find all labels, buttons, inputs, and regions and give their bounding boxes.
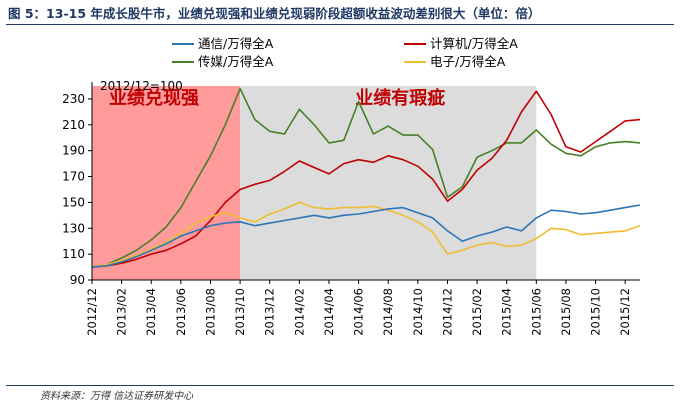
baseline-note: 2012/12=100 [100,79,183,93]
x-tick-label: 2015/08 [559,288,573,336]
y-tick-label: 150 [62,195,85,209]
x-tick-label: 2015/10 [589,288,603,336]
x-ticks: 2012/12 2013/02 2013/04 2013/06 2013/08 2013/… [85,280,632,336]
legend-label-media: 传媒/万得全A [198,54,274,69]
bottom-rule [6,385,674,386]
x-tick-label: 2014/10 [411,288,425,336]
x-tick-label: 2014/06 [352,288,366,336]
x-tick-label: 2012/12 [85,288,99,336]
x-tick-label: 2015/06 [529,288,543,336]
series-line-1 [91,90,641,268]
x-tick-label: 2013/08 [203,288,217,336]
band-1 [240,86,537,280]
legend-label-telecom: 通信/万得全A [198,36,274,51]
y-ticks: 90 110 130 150 170 190 210 230 [62,92,92,287]
y-tick-label: 130 [62,221,85,235]
x-tick-label: 2014/04 [322,288,336,336]
x-tick-label: 2015/02 [470,288,484,336]
band-label-flawed: 业绩有瑕疵 [355,87,445,109]
x-tick-label: 2015/04 [500,288,514,336]
series-layer [91,87,641,268]
x-tick-label: 2014/02 [292,288,306,336]
x-tick-label: 2013/02 [115,288,129,336]
series-line-2 [91,87,641,268]
x-tick-label: 2014/08 [381,288,395,336]
legend: 通信/万得全A 计算机/万得全A 传媒/万得全A 电子/万得全A [172,36,518,69]
legend-label-electronics: 电子/万得全A [430,54,506,69]
legend-label-computer: 计算机/万得全A [430,36,518,51]
bands-layer [92,86,537,280]
y-tick-label: 110 [62,247,85,261]
band-0 [92,86,241,280]
x-tick-label: 2013/04 [144,288,158,336]
y-tick-label: 230 [62,92,85,106]
y-tick-label: 170 [62,170,85,184]
x-tick-label: 2015/12 [618,288,632,336]
x-tick-label: 2013/10 [233,288,247,336]
title-rule [6,24,674,25]
band-label-strong: 业绩兑现强 [109,87,199,109]
series-line-3 [91,201,641,268]
figure-title: 图 5：13-15 年成长股牛市，业绩兑现强和业绩兑现弱阶段超额收益波动差别很大… [8,6,541,21]
y-tick-label: 90 [70,273,85,287]
series-line-0 [91,204,641,268]
x-tick-label: 2013/12 [263,288,277,336]
x-tick-label: 2014/12 [440,288,454,336]
x-tick-label: 2013/06 [174,288,188,336]
line-chart: 2012/12=100 业绩兑现强 业绩有瑕疵 90 110 130 150 170 19… [62,36,641,336]
source-note: 资料来源：万得 信达证券研发中心 [40,391,194,402]
y-tick-label: 210 [62,118,85,132]
y-tick-label: 190 [62,144,85,158]
